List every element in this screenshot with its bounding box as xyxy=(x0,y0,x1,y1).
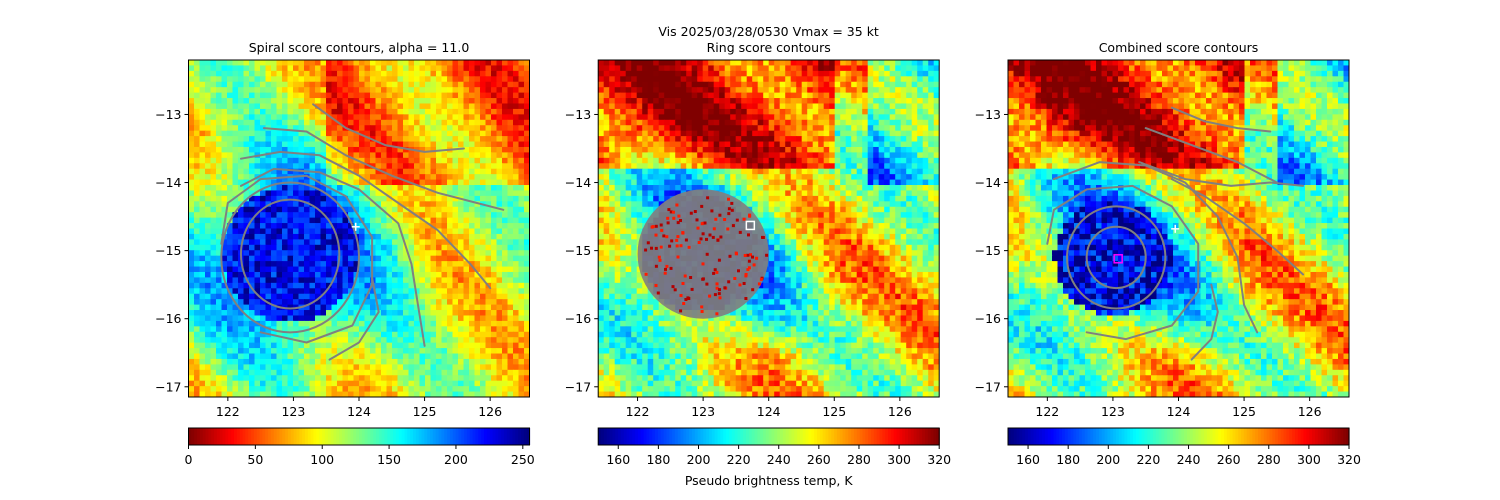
center-square-marker xyxy=(745,220,756,231)
y-tick-label: −16 xyxy=(975,311,1001,326)
center-plus-marker xyxy=(1171,224,1180,233)
center-square-marker xyxy=(1113,254,1123,264)
colorbar-tick-label: 260 xyxy=(807,452,831,467)
x-tick-label: 123 xyxy=(691,404,715,419)
x-tick-label: 123 xyxy=(281,404,305,419)
colorbar-tick-label: 180 xyxy=(646,452,670,467)
colorbar-tick-label: 0 xyxy=(185,452,193,467)
panel-2: Ring score contours 122 123 124 125 126 −13 −14… xyxy=(565,40,951,488)
colorbar-tick-label: 200 xyxy=(1096,452,1120,467)
center-plus-marker xyxy=(351,222,360,231)
colorbar-tick-label: 320 xyxy=(1337,452,1361,467)
colorbar-1: 0 50 100 150 200 250 xyxy=(185,427,535,467)
y-tick-label: −14 xyxy=(155,175,181,190)
colorbar-tick-label: 320 xyxy=(927,452,951,467)
panel-title-2: Ring score contours xyxy=(707,40,831,55)
x-tick-label: 122 xyxy=(1035,404,1059,419)
colorbar-tick-label: 160 xyxy=(1016,452,1040,467)
y-tick-label: −17 xyxy=(155,379,181,394)
x-tick-label: 126 xyxy=(478,404,502,419)
x-tick-label: 125 xyxy=(1232,404,1256,419)
y-tick-label: −13 xyxy=(975,107,1001,122)
x-tick-label: 123 xyxy=(1101,404,1125,419)
x-tick-label: 122 xyxy=(626,404,650,419)
heatmap-3 xyxy=(1008,60,1349,397)
contour-line xyxy=(1052,161,1259,334)
colorbar-label: Pseudo brightness temp, K xyxy=(685,473,854,488)
colorbar-tick-label: 100 xyxy=(310,452,334,467)
colorbar-3: 160 180 200 220 240 260 280 300 320 xyxy=(1007,427,1361,467)
x-tick-label: 122 xyxy=(216,404,240,419)
x-tick-label: 125 xyxy=(413,404,437,419)
colorbar-tick-label: 50 xyxy=(247,452,263,467)
colorbar-tick-label: 160 xyxy=(606,452,630,467)
y-tick-label: −15 xyxy=(155,243,181,258)
y-tick-label: −13 xyxy=(565,107,591,122)
colorbar-tick-label: 180 xyxy=(1056,452,1080,467)
contour-line xyxy=(1046,184,1200,341)
panel-1: Spiral score contours, alpha = 11.0 122 12… xyxy=(155,40,535,467)
colorbar-tick-label: 150 xyxy=(377,452,401,467)
y-tick-label: −17 xyxy=(565,379,591,394)
colorbar-tick-label: 250 xyxy=(511,452,535,467)
contour-line xyxy=(1170,106,1272,133)
contour-line xyxy=(1066,205,1167,310)
colorbar-tick-label: 220 xyxy=(727,452,751,467)
x-tick-label: 126 xyxy=(1298,404,1322,419)
panel-title-1: Spiral score contours, alpha = 11.0 xyxy=(249,40,470,55)
contour-line xyxy=(1138,161,1305,187)
y-tick-label: −15 xyxy=(565,243,591,258)
contour-line xyxy=(312,103,465,153)
contour-line xyxy=(1190,283,1219,361)
y-tick-label: −15 xyxy=(975,243,1001,258)
y-tick-label: −16 xyxy=(155,311,181,326)
colorbar-tick-label: 240 xyxy=(767,452,791,467)
panel-3: Combined score contours 122 123 124 125 126 −1… xyxy=(975,40,1361,467)
ring-score-region xyxy=(637,189,769,319)
x-tick-label: 124 xyxy=(347,404,371,419)
colorbar-tick-label: 280 xyxy=(847,452,871,467)
y-tick-label: −17 xyxy=(975,379,1001,394)
colorbar-tick-label: 200 xyxy=(444,452,468,467)
x-tick-label: 126 xyxy=(888,404,912,419)
colorbar-tick-label: 220 xyxy=(1136,452,1160,467)
colorbar-tick-label: 240 xyxy=(1177,452,1201,467)
x-tick-label: 124 xyxy=(757,404,781,419)
colorbar-2: 160 180 200 220 240 260 280 300 320 Pseudo bright… xyxy=(597,427,951,488)
contour-line xyxy=(240,167,426,347)
y-tick-label: −14 xyxy=(975,175,1001,190)
x-tick-label: 124 xyxy=(1167,404,1191,419)
contour-line xyxy=(239,198,341,310)
contour-line xyxy=(220,174,374,344)
colorbar-tick-label: 300 xyxy=(1297,452,1321,467)
y-tick-label: −16 xyxy=(565,311,591,326)
score-contours-3 xyxy=(1046,106,1305,361)
contour-line xyxy=(262,127,505,211)
y-tick-label: −14 xyxy=(565,175,591,190)
contour-line xyxy=(220,181,360,334)
contour-line xyxy=(240,150,492,290)
colorbar-tick-label: 300 xyxy=(887,452,911,467)
contour-line xyxy=(1144,127,1278,184)
contour-line xyxy=(1170,178,1305,276)
heatmap-1 xyxy=(188,60,530,397)
contour-line xyxy=(1085,225,1147,290)
contour-line xyxy=(328,276,380,361)
colorbar-tick-label: 200 xyxy=(687,452,711,467)
panel-title-3: Combined score contours xyxy=(1099,40,1259,55)
colorbar-tick-label: 280 xyxy=(1257,452,1281,467)
score-contours-1 xyxy=(220,103,505,361)
y-tick-label: −13 xyxy=(155,107,181,122)
x-tick-label: 125 xyxy=(822,404,846,419)
colorbar-tick-label: 260 xyxy=(1217,452,1241,467)
ring-score-speckle xyxy=(644,196,769,316)
figure-suptitle: Vis 2025/03/28/0530 Vmax = 35 kt xyxy=(658,24,879,39)
